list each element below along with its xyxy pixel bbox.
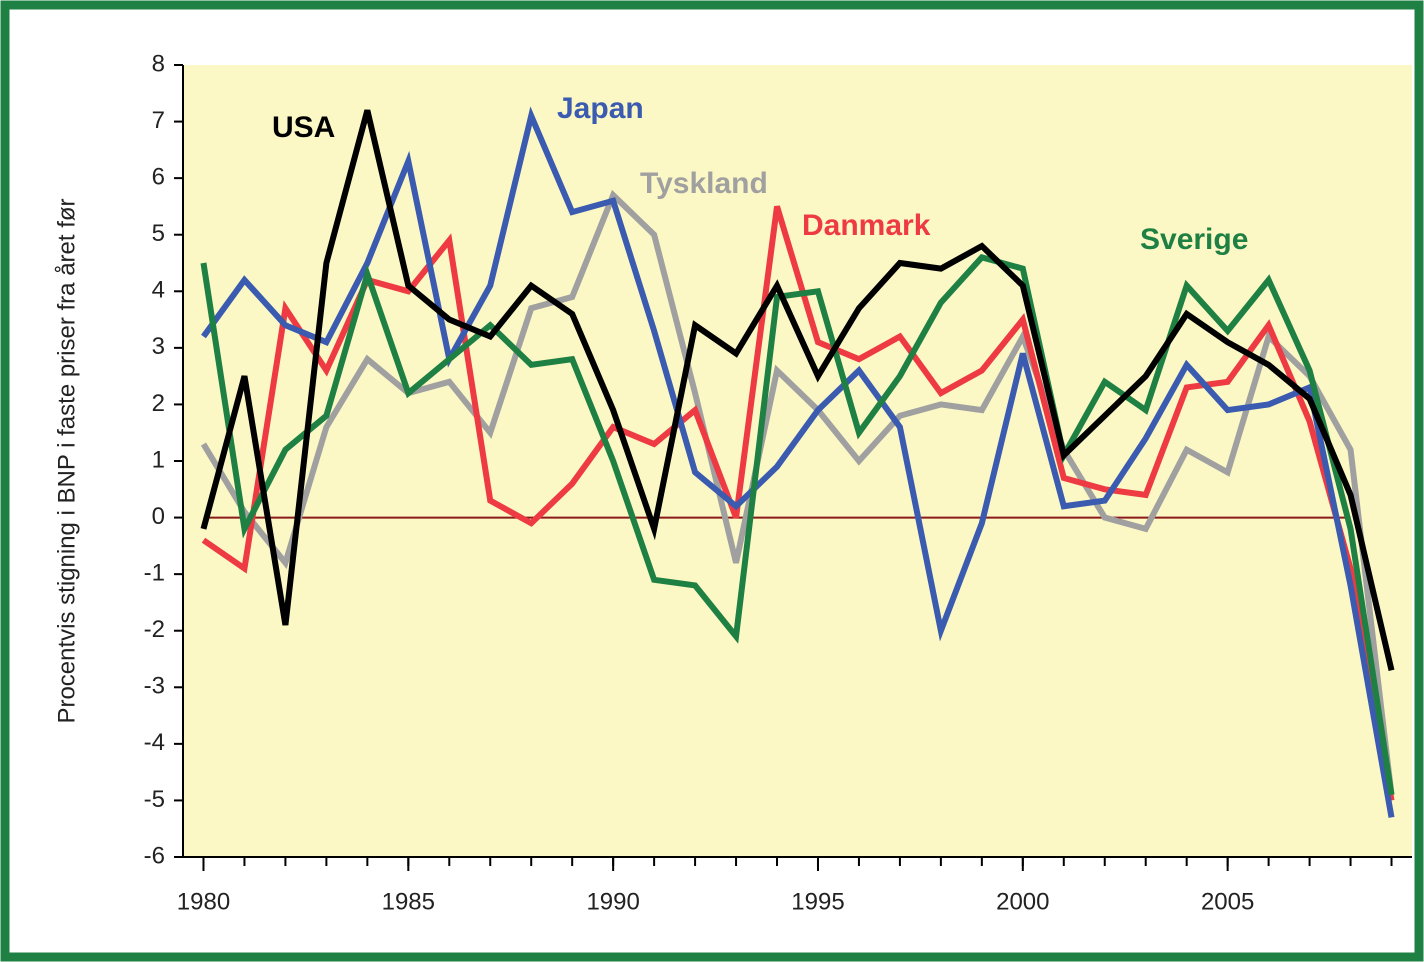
y-tick-label: -6 (144, 842, 165, 869)
y-tick-label: -1 (144, 559, 165, 586)
x-tick-label: 1995 (791, 888, 844, 915)
plot-area (183, 65, 1412, 857)
series-line (201, 205, 1395, 801)
y-tick-label: 1 (152, 446, 165, 473)
series-label: Japan (557, 92, 644, 125)
y-axis-label: Procentvis stigning i BNP i faste priser… (53, 198, 80, 723)
series-label: USA (272, 111, 335, 144)
series-label: Danmark (802, 209, 931, 242)
y-tick-label: 5 (152, 220, 165, 247)
y-tick-label: 2 (152, 390, 165, 417)
series-label: Tyskland (640, 167, 768, 200)
series-line (200, 253, 1395, 796)
x-tick-label: 2000 (996, 888, 1049, 915)
series-line (200, 109, 1395, 671)
y-tick-label: 6 (152, 163, 165, 190)
series-line (200, 189, 1395, 796)
y-tick-label: 7 (152, 107, 165, 134)
series-label: Sverige (1140, 223, 1248, 256)
y-tick-label: 3 (152, 333, 165, 360)
series-line (201, 106, 1395, 818)
y-tick-label: 8 (152, 50, 165, 77)
x-tick-label: 1990 (586, 888, 639, 915)
y-tick-label: 0 (152, 503, 165, 530)
y-tick-label: -2 (144, 616, 165, 643)
y-tick-label: -3 (144, 673, 165, 700)
x-tick-label: 1980 (177, 888, 230, 915)
x-tick-label: 1985 (382, 888, 435, 915)
y-tick-label: -4 (144, 729, 165, 756)
x-tick-label: 2005 (1201, 888, 1254, 915)
y-tick-label: -5 (144, 786, 165, 813)
y-tick-label: 4 (152, 277, 165, 304)
